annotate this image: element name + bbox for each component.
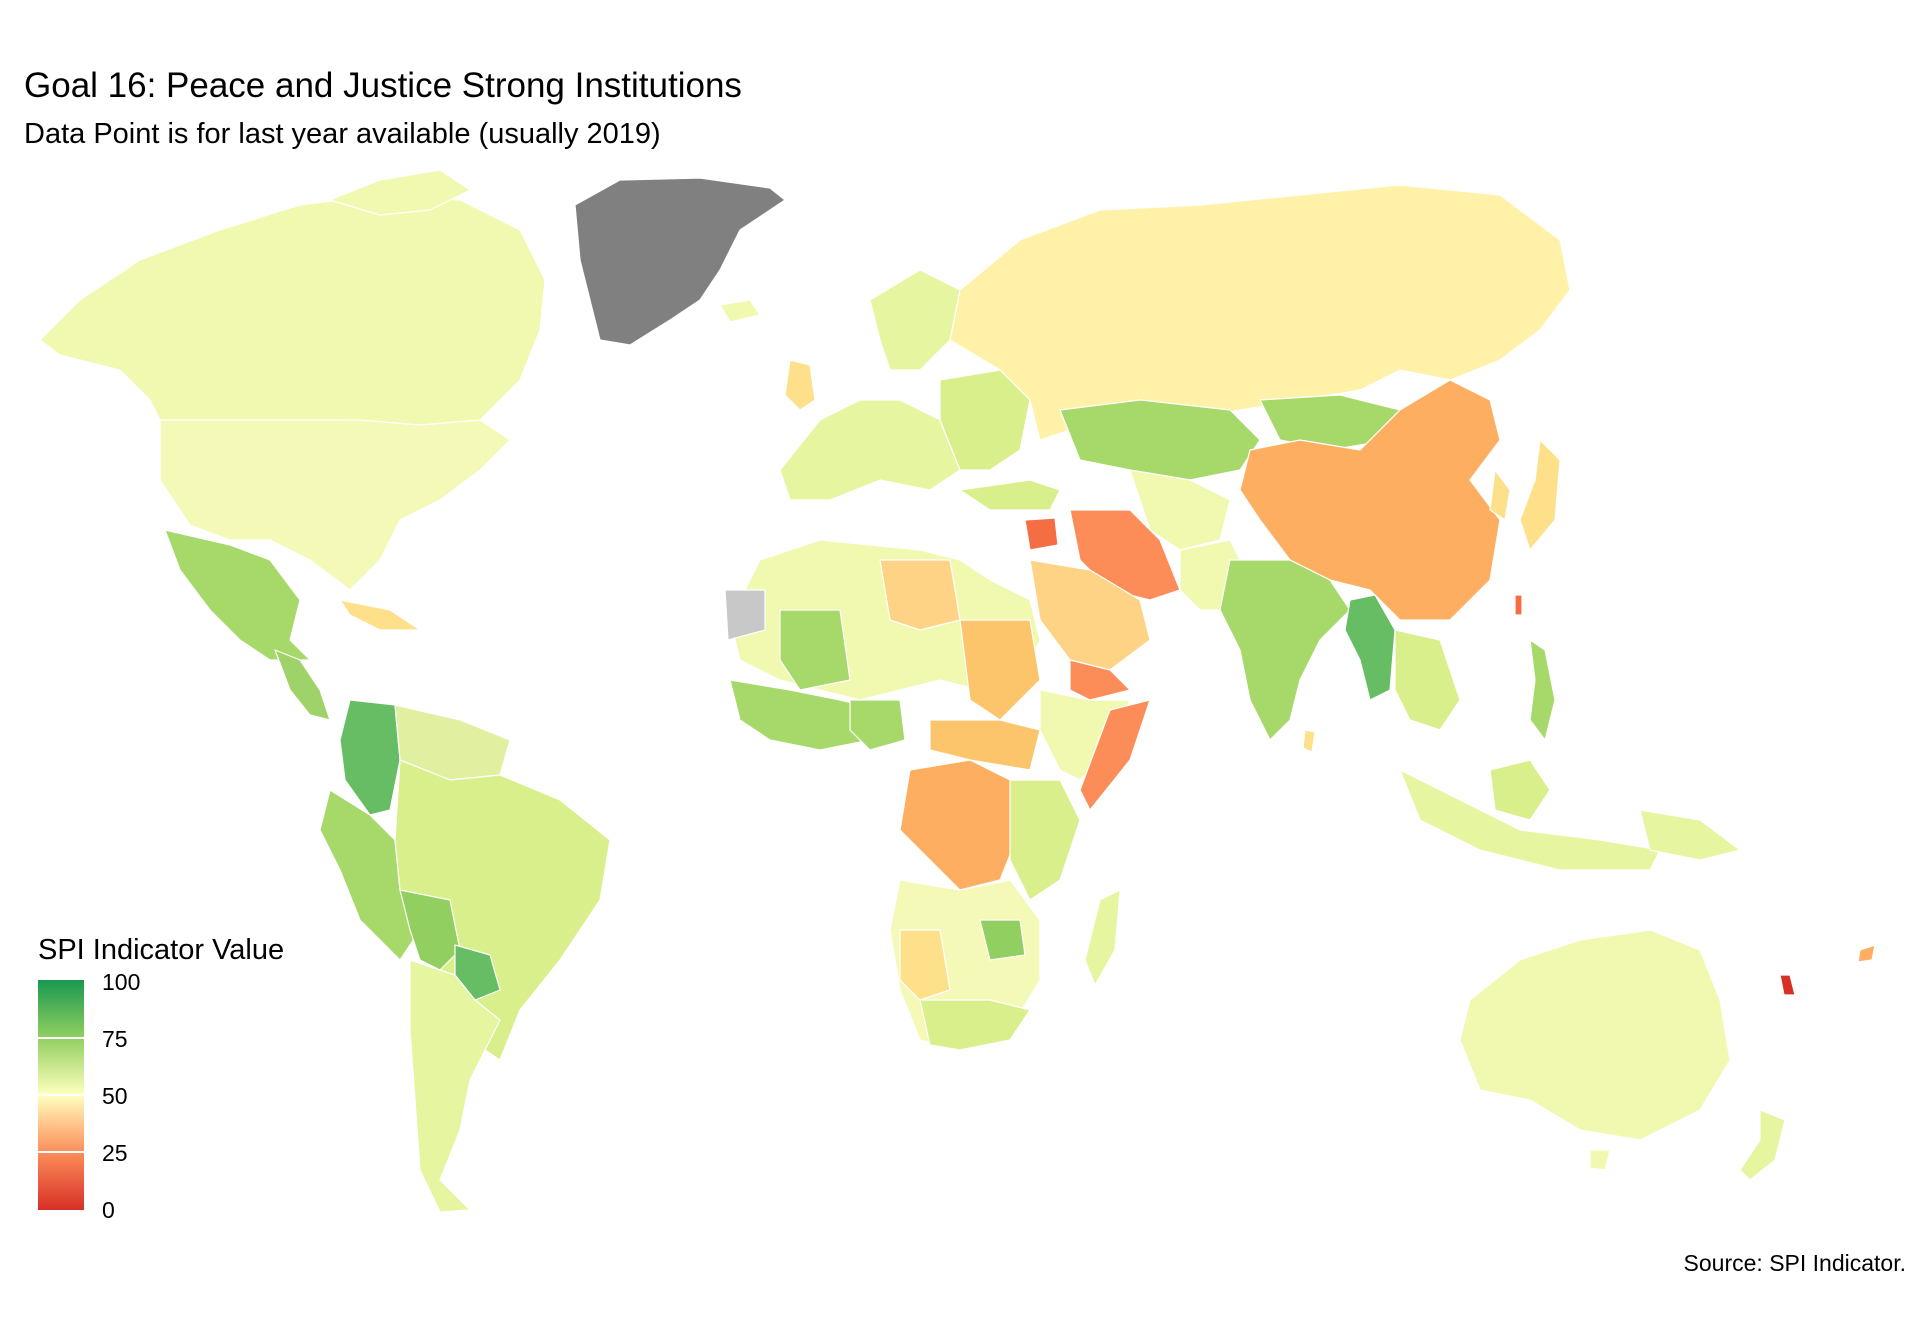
region-myanmar [1344,594,1396,701]
chart-title: Goal 16: Peace and Justice Strong Instit… [24,66,742,105]
region-korea [1489,469,1511,521]
region-yemen [1069,659,1131,701]
legend-label-100: 100 [102,969,141,995]
region-usa [159,419,511,591]
legend-tick [38,1094,84,1096]
region-central-asia [1129,469,1231,551]
legend-tick [38,1151,84,1153]
region-colombia [339,699,401,816]
region-pacific-island-red [1779,974,1796,996]
chart-subtitle: Data Point is for last year available (u… [24,118,661,150]
region-drc [899,759,1021,891]
region-japan [1519,439,1561,551]
region-syria [1024,517,1059,551]
region-indonesia [1399,769,1661,871]
region-western-europe [779,399,961,501]
region-libya [879,559,961,631]
region-east-africa [1009,779,1081,901]
region-nigeria [849,699,906,751]
region-australia [1459,929,1731,1141]
source-caption: Source: SPI Indicator. [1683,1250,1906,1276]
legend-title: SPI Indicator Value [38,934,285,966]
legend-label-50: 50 [102,1083,128,1109]
region-sri-lanka [1302,729,1316,753]
region-southern-cone [409,959,501,1213]
region-greenland [574,177,786,346]
legend-label-0: 0 [102,1197,115,1223]
region-sudan [959,619,1041,721]
region-namibia [899,929,951,1001]
legend-label-75: 75 [102,1026,128,1052]
region-india [1219,559,1351,741]
region-kazakhstan [1059,399,1261,481]
region-scandinavia [869,269,961,371]
region-saudi [1029,559,1151,671]
region-new-zealand [1739,1109,1786,1181]
region-borneo [1489,759,1551,821]
region-paraguay [454,944,501,1001]
region-philippines [1529,639,1556,741]
region-new-guinea [1639,809,1741,861]
region-tasmania [1589,1149,1611,1171]
region-western-sahara [724,589,766,641]
region-madagascar [1084,889,1121,986]
region-iceland [719,299,761,323]
region-pacific-island-orange [1857,944,1876,963]
region-south-africa [919,999,1031,1051]
region-mali [779,609,851,691]
region-china [1239,379,1501,621]
region-mexico [164,529,311,661]
region-taiwan [1514,594,1523,616]
region-turkey [959,479,1061,511]
region-arctic-islands [329,169,471,216]
region-central-america [274,649,331,721]
region-zimbabwe [979,919,1026,961]
region-se-asia-mainland [1394,629,1461,731]
legend-label-25: 25 [102,1140,128,1166]
region-canada [39,194,546,426]
region-uk [784,359,816,411]
region-car [929,719,1041,771]
region-peru [319,789,421,961]
region-caribbean [339,599,421,631]
region-somalia [1079,699,1151,811]
legend-tick [38,1037,84,1039]
